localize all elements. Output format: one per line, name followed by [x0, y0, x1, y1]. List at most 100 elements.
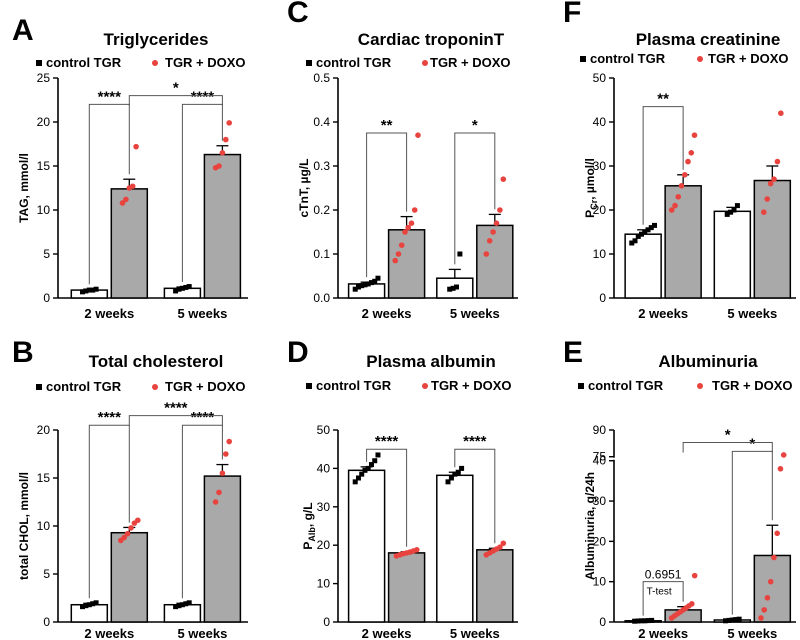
- data-point: [368, 280, 374, 286]
- data-point: [778, 110, 784, 116]
- data-point: [176, 603, 182, 609]
- y-tick-label: 0.2: [313, 203, 330, 217]
- bar: [70, 603, 109, 623]
- panel-F: F Plasma creatinine control TGR TGR + DOXO 0…: [563, 0, 796, 321]
- data-point: [352, 479, 358, 485]
- bar: [163, 603, 202, 623]
- data-point: [497, 207, 503, 213]
- legend-label: control TGR: [46, 379, 122, 394]
- legend-label: TGR + DOXO: [431, 378, 512, 393]
- panel-letter: B: [12, 336, 34, 369]
- y-tick-label: 50: [593, 71, 607, 85]
- legend-label: TGR + DOXO: [430, 55, 511, 70]
- significance-bracket: [181, 103, 223, 282]
- data-point: [411, 207, 418, 213]
- data-point: [359, 283, 365, 289]
- y-tick-label: 0: [323, 615, 330, 629]
- data-point: [500, 540, 507, 547]
- data-point: [780, 452, 787, 458]
- significance-label: **: [381, 117, 393, 134]
- legend-swatch: [697, 383, 703, 389]
- data-point: [90, 287, 96, 293]
- data-point: [767, 578, 774, 585]
- significance-label: **: [657, 91, 669, 108]
- bar: [476, 224, 514, 299]
- data-point: [729, 617, 735, 623]
- data-point: [179, 285, 185, 291]
- data-point: [688, 150, 695, 156]
- chart-title: Albuminuria: [658, 352, 758, 371]
- data-point: [372, 458, 378, 464]
- chart-title: Plasma albumin: [366, 352, 495, 371]
- data-point: [483, 251, 490, 257]
- data-point: [355, 475, 361, 481]
- panel-letter: F: [563, 0, 581, 29]
- data-point: [638, 618, 644, 624]
- y-axis-label: cTnT, µg/L: [297, 159, 311, 218]
- data-point: [372, 278, 378, 284]
- data-point: [183, 601, 189, 607]
- legend-label: TGR + DOXO: [165, 379, 246, 394]
- significance-bracket: [128, 415, 223, 426]
- data-point: [173, 288, 179, 294]
- y-axis-label: PAlb, g/L: [301, 502, 317, 549]
- data-point: [689, 601, 695, 607]
- data-point: [450, 285, 456, 291]
- data-point: [90, 601, 96, 607]
- data-point: [726, 617, 732, 623]
- data-point: [728, 209, 734, 215]
- legend-swatch: [578, 383, 584, 389]
- data-point: [724, 211, 730, 217]
- x-tick-label: 2 weeks: [362, 626, 412, 640]
- legend-label: control TGR: [46, 55, 122, 70]
- significance-bracket: [128, 95, 223, 106]
- data-point: [362, 467, 368, 473]
- y-axis-label: Albuminuria, g/24h: [583, 472, 597, 580]
- data-point: [771, 176, 777, 182]
- data-point: [226, 120, 232, 126]
- data-point: [129, 183, 136, 190]
- bar: [110, 188, 149, 299]
- data-point: [179, 602, 185, 608]
- data-point: [216, 489, 222, 496]
- data-point: [736, 616, 742, 622]
- data-point: [80, 289, 85, 295]
- y-tick-label: 20: [37, 115, 51, 129]
- bar: [387, 552, 426, 623]
- data-point: [415, 132, 421, 138]
- bar: [387, 229, 426, 299]
- panel-E: E Albuminuria control TGR TGR + DOXO 0 10 20 30…: [563, 336, 796, 640]
- data-point: [226, 438, 232, 445]
- y-tick-label: 0.0: [313, 291, 330, 305]
- legend-swatch: [36, 384, 42, 390]
- panel-letter: C: [287, 0, 309, 29]
- data-point: [497, 544, 503, 550]
- data-point: [186, 600, 192, 606]
- data-point: [777, 465, 784, 472]
- significance-bracket: [88, 424, 130, 599]
- legend-swatch: [422, 383, 428, 389]
- data-point: [681, 172, 688, 178]
- x-tick-label: 5 weeks: [727, 626, 777, 640]
- legend-label: control TGR: [316, 378, 392, 393]
- significance-label: 0.6951: [645, 568, 682, 582]
- bar: [203, 475, 242, 623]
- bar: [436, 474, 474, 623]
- y-tick-label: 40: [593, 115, 607, 129]
- data-point: [723, 618, 729, 624]
- y-tick-label: 50: [317, 423, 331, 437]
- y-axis-label: total CHOL, mmol/l: [17, 472, 31, 580]
- bar: [347, 469, 386, 623]
- y-tick-label: 15: [37, 471, 51, 485]
- significance-bracket: [181, 424, 223, 599]
- data-point: [135, 517, 141, 524]
- data-point: [649, 617, 655, 623]
- chart-title: Total cholesterol: [89, 352, 224, 371]
- x-tick-label: 5 weeks: [177, 306, 227, 321]
- y-tick-label: 90: [593, 423, 607, 437]
- data-point: [632, 618, 638, 624]
- y-tick-label: 10: [593, 575, 607, 589]
- significance-label: *: [725, 426, 731, 443]
- y-tick-label: 10: [37, 519, 51, 533]
- x-tick-label: 2 weeks: [638, 626, 688, 640]
